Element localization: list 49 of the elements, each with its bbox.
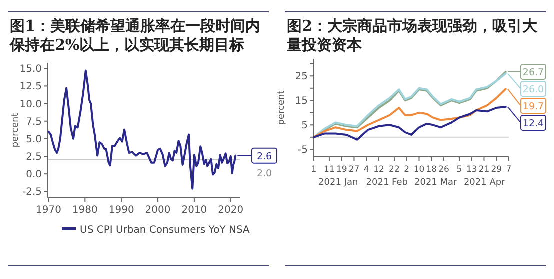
x-tick-label: 22: [389, 165, 400, 175]
y-tick-label: 5.0: [26, 134, 42, 146]
data-label: 19.7: [522, 101, 544, 112]
y-tick-label: 15: [295, 96, 308, 108]
y-tick-label: -5: [298, 145, 308, 156]
x-tick-label: 5: [456, 165, 462, 175]
x-tick-label: 27: [348, 165, 360, 175]
y-axis-title: percent: [277, 90, 287, 126]
y-tick-label: 15.0: [20, 64, 42, 76]
text: 2021 Mar: [414, 178, 458, 188]
x-tick-label: 2020: [218, 205, 244, 216]
x-tick-label: 29: [491, 165, 502, 175]
y-tick-label: -2.5: [22, 187, 42, 198]
chart-title: 图2：大宗商品市场表现强劲，吸引大量投资资本: [286, 17, 538, 54]
chart-title: 图1：美联储希望通胀率在一段时间内保持在2%以上，以实现其长期目标: [9, 17, 260, 54]
x-tick-label: 11: [324, 165, 335, 175]
x-tick-label: 19: [336, 165, 348, 175]
data-label: 2.6: [256, 151, 272, 162]
text: 2021 Apr: [464, 178, 506, 188]
data-label: 26.0: [522, 84, 544, 96]
x-tick-label: 26: [438, 165, 450, 175]
x-tick-label: 13: [466, 165, 478, 175]
x-tick-label: 7: [506, 165, 512, 175]
y-tick-label: 25: [295, 72, 308, 83]
text: 2021 Feb: [366, 178, 408, 188]
x-tick-label: 1970: [36, 205, 62, 216]
y-axis-title: percent: [11, 112, 21, 148]
legend-label: US CPI Urban Consumers YoY NSA: [80, 225, 250, 236]
x-tick-label: 1980: [72, 205, 98, 216]
x-tick-label: 12: [374, 165, 384, 175]
x-tick-label: 2000: [145, 205, 171, 216]
x-tick-label: 18: [426, 165, 438, 175]
x-tick-label: 10: [414, 165, 425, 175]
x-tick-label: 2: [404, 165, 410, 175]
y-tick-label: 12.5: [20, 82, 42, 93]
y-tick-label: 5: [302, 120, 308, 132]
y-tick-label: 7.5: [26, 116, 42, 128]
x-tick-label: 2010: [182, 205, 208, 216]
text: 2021 Jan: [318, 178, 358, 188]
x-tick-label: 21: [478, 165, 490, 175]
x-tick-label: 1: [311, 165, 317, 175]
y-tick-label: 2.5: [26, 152, 42, 164]
ref-line-label: 2.0: [256, 168, 272, 180]
x-tick-label: 1990: [108, 205, 134, 216]
data-label: 12.4: [522, 118, 544, 130]
y-tick-label: 10.0: [20, 99, 42, 110]
data-label: 26.7: [522, 67, 544, 78]
y-tick-label: 0.0: [26, 170, 42, 181]
x-tick-label: 4: [364, 165, 370, 175]
